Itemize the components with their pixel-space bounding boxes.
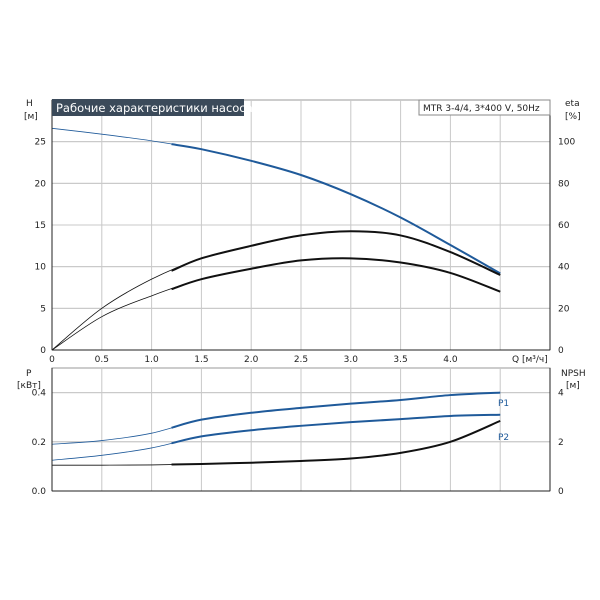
chart-title: Рабочие характеристики насоса <box>56 101 253 115</box>
chart-subtitle: MTR 3-4/4, 3*400 V, 50Hz <box>423 104 540 114</box>
right-tick-label: 0 <box>558 346 564 356</box>
x-tick-label: 3.5 <box>393 355 407 365</box>
left-tick-label: 5 <box>40 304 46 314</box>
bottom-gridlines <box>52 368 550 492</box>
subtitle-box <box>418 99 551 116</box>
series-line-operating <box>171 230 501 276</box>
series-line-operating <box>171 419 501 466</box>
left-tick-label: 0 <box>40 346 46 356</box>
left-tick-label: 20 <box>35 179 47 189</box>
series-label-p2: P2 <box>498 433 509 443</box>
right-tick-label: 80 <box>558 179 570 189</box>
top-ticks: 0 0.5 1.0 1.5 2.0 2.5 3.0 3.5 4.0 0 5 10 15 20 25 0 20 40… <box>35 100 575 365</box>
series-line-operating <box>171 413 501 445</box>
series-label-p1: P1 <box>498 399 509 409</box>
top-left-axis-unit: [м] <box>24 112 38 122</box>
x-tick-label: 4.0 <box>443 355 458 365</box>
series-line-operating <box>171 391 501 429</box>
series-line-thin <box>51 414 501 461</box>
left-tick-label: 0.2 <box>32 438 46 448</box>
right-tick-label: 0 <box>558 487 564 497</box>
right-tick-label: 40 <box>558 263 570 273</box>
left-tick-label: 15 <box>35 221 46 231</box>
top-panel: 0 0.5 1.0 1.5 2.0 2.5 3.0 3.5 4.0 0 5 10 15 20 25 0 20 40… <box>24 99 581 365</box>
bottom-ticks: 0.0 0.2 0.4 0 2 4 <box>32 368 564 497</box>
top-gridlines <box>52 100 550 351</box>
right-tick-label: 20 <box>558 304 570 314</box>
x-tick-label: 0 <box>49 355 55 365</box>
top-right-axis-unit: [%] <box>565 112 581 122</box>
x-axis-label: Q [м³/ч] <box>512 355 548 365</box>
x-tick-label: 3.0 <box>344 355 359 365</box>
bottom-panel: 0.0 0.2 0.4 0 2 4 P [кВт] NPSH [м] P1 P2 <box>17 367 586 497</box>
right-tick-label: 100 <box>558 138 575 148</box>
top-right-axis-title: eta <box>565 99 580 109</box>
x-tick-label: 1.5 <box>194 355 208 365</box>
series-line-operating <box>171 143 501 275</box>
chart-title-box <box>52 99 244 116</box>
series-line-thin <box>51 127 501 274</box>
bottom-right-axis-title: NPSH <box>561 369 586 379</box>
bottom-right-axis-unit: [м] <box>566 381 580 391</box>
series-line-thin <box>51 392 501 445</box>
bottom-left-axis-title: P <box>26 369 32 379</box>
x-tick-label: 1.0 <box>144 355 159 365</box>
top-series-group <box>51 127 501 351</box>
x-tick-label: 2.0 <box>244 355 259 365</box>
top-left-axis-title: H <box>26 99 33 109</box>
right-tick-label: 4 <box>558 389 564 399</box>
bottom-series-group <box>51 391 501 466</box>
left-tick-label: 25 <box>35 138 46 148</box>
x-tick-label: 0.5 <box>95 355 109 365</box>
right-tick-label: 2 <box>558 438 564 448</box>
left-tick-label: 10 <box>35 263 47 273</box>
right-tick-label: 60 <box>558 221 570 231</box>
series-line-thin <box>51 230 501 351</box>
left-tick-label: 0.4 <box>32 389 47 399</box>
series-line-operating <box>171 257 501 293</box>
series-line-thin <box>51 257 501 351</box>
x-tick-label: 2.5 <box>294 355 308 365</box>
bottom-left-axis-unit: [кВт] <box>17 381 41 391</box>
left-tick-label: 0.0 <box>32 487 47 497</box>
